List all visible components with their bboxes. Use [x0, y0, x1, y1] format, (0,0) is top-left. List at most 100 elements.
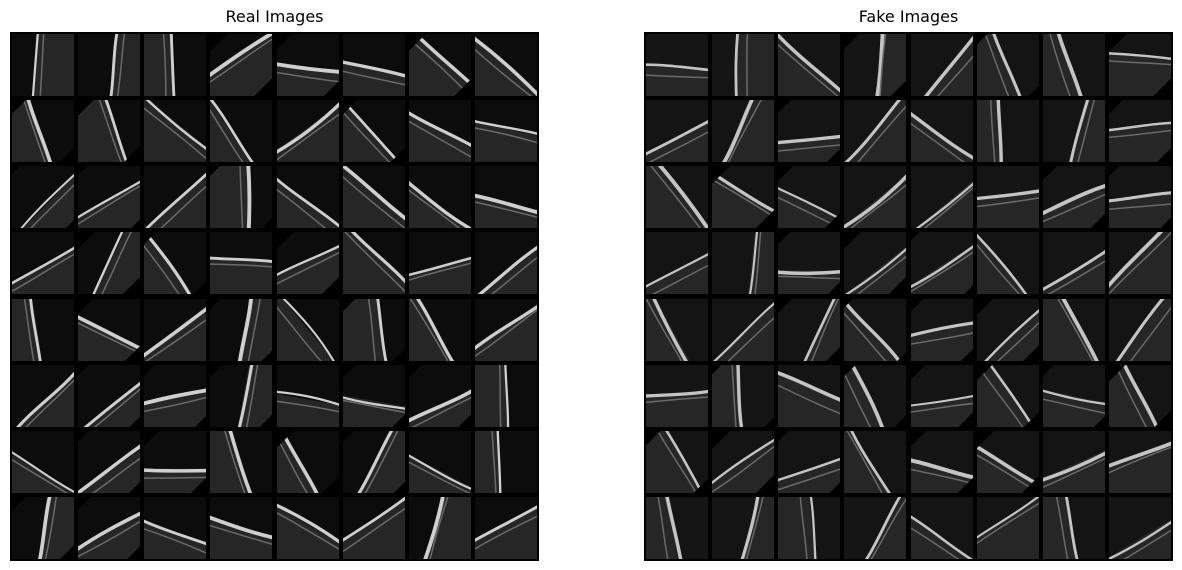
image-tile: [342, 34, 405, 96]
image-tile: [1108, 100, 1171, 163]
image-tile: [210, 364, 273, 427]
image-tile: [778, 34, 841, 96]
image-tile: [976, 232, 1039, 295]
image-tile: [474, 298, 537, 361]
image-tile: [276, 364, 339, 427]
image-tile: [910, 100, 973, 163]
image-tile: [210, 496, 273, 559]
image-tile: [144, 232, 207, 295]
image-tile: [474, 364, 537, 427]
image-tile: [408, 166, 471, 229]
image-tile: [408, 364, 471, 427]
image-tile: [144, 298, 207, 361]
image-tile: [712, 364, 775, 427]
image-tile: [910, 232, 973, 295]
image-tile: [474, 430, 537, 493]
image-tile: [778, 430, 841, 493]
fake-images-panel: Fake Images: [644, 0, 1173, 570]
image-tile: [976, 430, 1039, 493]
image-tile: [342, 100, 405, 163]
image-tile: [712, 232, 775, 295]
image-tile: [12, 232, 74, 295]
image-tile: [144, 166, 207, 229]
image-tile: [712, 430, 775, 493]
image-tile: [408, 34, 471, 96]
image-tile: [910, 34, 973, 96]
image-tile: [1042, 364, 1105, 427]
image-tile: [844, 166, 907, 229]
image-tile: [474, 34, 537, 96]
image-tile: [844, 100, 907, 163]
image-tile: [144, 496, 207, 559]
image-tile: [1108, 496, 1171, 559]
real-images-panel: Real Images: [10, 0, 539, 570]
image-tile: [78, 496, 141, 559]
image-tile: [12, 34, 74, 96]
image-tile: [1108, 166, 1171, 229]
image-tile: [210, 166, 273, 229]
image-tile: [910, 298, 973, 361]
image-tile: [210, 298, 273, 361]
image-tile: [844, 364, 907, 427]
image-tile: [276, 34, 339, 96]
image-tile: [276, 166, 339, 229]
image-tile: [844, 34, 907, 96]
image-tile: [78, 430, 141, 493]
image-tile: [408, 430, 471, 493]
image-tile: [1042, 100, 1105, 163]
image-tile: [844, 430, 907, 493]
image-tile: [910, 364, 973, 427]
image-tile: [712, 34, 775, 96]
image-tile: [12, 100, 74, 163]
image-tile: [144, 100, 207, 163]
image-tile: [408, 298, 471, 361]
image-tile: [12, 166, 74, 229]
image-tile: [144, 430, 207, 493]
image-tile: [78, 364, 141, 427]
image-tile: [778, 166, 841, 229]
image-tile: [78, 232, 141, 295]
image-tile: [342, 430, 405, 493]
image-tile: [910, 496, 973, 559]
image-tile: [712, 166, 775, 229]
image-tile: [78, 298, 141, 361]
image-tile: [646, 298, 708, 361]
image-tile: [408, 496, 471, 559]
image-tile: [276, 430, 339, 493]
image-tile: [778, 364, 841, 427]
image-tile: [910, 166, 973, 229]
image-tile: [276, 100, 339, 163]
image-tile: [910, 430, 973, 493]
image-tile: [646, 232, 708, 295]
image-tile: [646, 430, 708, 493]
image-tile: [976, 298, 1039, 361]
image-tile: [12, 364, 74, 427]
image-tile: [1042, 430, 1105, 493]
real-images-title: Real Images: [225, 7, 324, 26]
image-tile: [408, 232, 471, 295]
image-tile: [712, 100, 775, 163]
image-tile: [976, 100, 1039, 163]
image-tile: [976, 166, 1039, 229]
image-tile: [1108, 430, 1171, 493]
fake-images-grid: [644, 32, 1173, 561]
image-tile: [976, 496, 1039, 559]
image-tile: [210, 100, 273, 163]
image-tile: [1108, 34, 1171, 96]
image-tile: [78, 34, 141, 96]
image-tile: [144, 34, 207, 96]
image-tile: [1108, 298, 1171, 361]
image-tile: [474, 496, 537, 559]
image-tile: [276, 298, 339, 361]
image-tile: [342, 364, 405, 427]
image-tile: [1042, 166, 1105, 229]
image-tile: [210, 34, 273, 96]
image-tile: [712, 298, 775, 361]
image-tile: [342, 298, 405, 361]
image-tile: [646, 100, 708, 163]
image-tile: [276, 496, 339, 559]
image-tile: [12, 430, 74, 493]
image-tile: [778, 298, 841, 361]
image-tile: [646, 166, 708, 229]
real-images-grid: [10, 32, 539, 561]
